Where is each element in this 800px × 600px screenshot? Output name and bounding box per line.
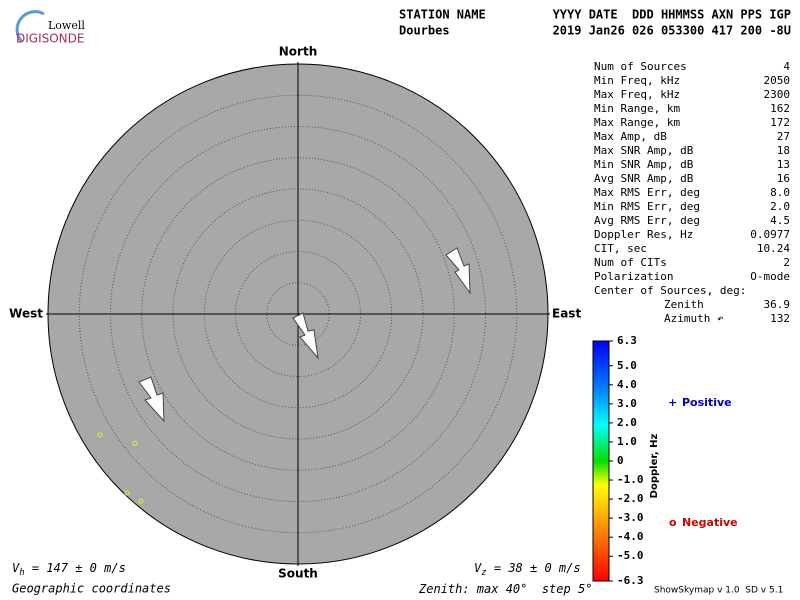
param-label: CIT, sec	[594, 242, 647, 255]
param-label: Polarization	[594, 270, 673, 283]
source-point	[97, 432, 103, 438]
version: ShowSkymap v 1.0 SD v 5.1	[654, 586, 783, 596]
colorbar	[592, 340, 610, 582]
label-west: West	[9, 307, 43, 321]
colorbar-tick-label: -5.0	[617, 549, 644, 562]
center-value: 132	[770, 312, 790, 325]
logo-bottom: DIGISONDE	[16, 32, 84, 46]
param-label: Max RMS Err, deg	[594, 186, 700, 199]
header-station: Dourbes	[399, 24, 450, 38]
param-label: Max Range, km	[594, 116, 680, 129]
param-label: Min SNR Amp, dB	[594, 158, 694, 171]
colorbar-tick-label: 3.0	[617, 397, 637, 410]
legend-negative-symbol: o	[669, 516, 677, 529]
param-value: 0.0977	[750, 228, 790, 241]
velocity-arrow	[292, 312, 319, 360]
velocity-arrow	[138, 376, 165, 423]
param-value: 4.5	[770, 214, 790, 227]
colorbar-tick-label: 0	[617, 454, 624, 467]
source-point	[132, 440, 138, 446]
param-label: Min Freq, kHz	[594, 74, 680, 87]
center-value: 36.9	[764, 298, 791, 311]
param-value: 2	[783, 256, 790, 269]
colorbar-tick-label: 6.3	[617, 334, 637, 347]
colorbar-tick-label: -2.0	[617, 492, 644, 505]
header-values: 2019 Jan26 026 053300 417 200 -8U	[553, 24, 791, 38]
param-value: O-mode	[750, 270, 790, 283]
colorbar-tick-label: 5.0	[617, 359, 637, 372]
param-value: 4	[783, 60, 790, 73]
legend-negative: Negative	[682, 516, 738, 529]
source-point	[138, 498, 144, 504]
label-south: South	[278, 567, 318, 581]
label-north: North	[279, 45, 317, 59]
param-value: 2050	[764, 74, 791, 87]
param-value: 27	[777, 130, 790, 143]
colorbar-tick-label: -3.0	[617, 511, 644, 524]
colorbar-tick-label: -6.3	[617, 574, 644, 587]
param-label: Center of Sources, deg:	[594, 284, 746, 297]
param-label: Min RMS Err, deg	[594, 200, 700, 213]
param-label: Max SNR Amp, dB	[594, 144, 694, 157]
param-label: Max Amp, dB	[594, 130, 667, 143]
header-fields: YYYY DATE DDD HHMMSS AXN PPS IGP	[553, 8, 791, 22]
source-point	[124, 490, 130, 496]
param-label: Doppler Res, Hz	[594, 228, 693, 241]
colorbar-tick-label: 1.0	[617, 435, 637, 448]
param-value: 10.24	[757, 242, 790, 255]
param-value: 2300	[764, 88, 791, 101]
colorbar-tick-label: -4.0	[617, 530, 644, 543]
colorbar-label: Doppler, Hz	[649, 434, 660, 499]
param-value: 172	[770, 116, 790, 129]
param-label: Min Range, km	[594, 102, 680, 115]
colorbar-tick-label: -1.0	[617, 473, 644, 486]
param-value: 18	[777, 144, 790, 157]
param-value: 162	[770, 102, 790, 115]
param-value: 2.0	[770, 200, 790, 213]
param-label: Avg SNR Amp, dB	[594, 172, 694, 185]
param-label: Avg RMS Err, deg	[594, 214, 700, 227]
param-value: 16	[777, 172, 790, 185]
logo-top: Lowell	[48, 19, 85, 32]
header-name: STATION NAME	[399, 8, 486, 22]
legend-positive: Positive	[682, 396, 732, 409]
label-east: East	[552, 307, 581, 321]
param-label: Max Freq, kHz	[594, 88, 680, 101]
param-label: Num of Sources	[594, 60, 687, 73]
param-value: 13	[777, 158, 790, 171]
param-value: 8.0	[770, 186, 790, 199]
param-label: Num of CITs	[594, 256, 667, 269]
center-label: Azimuth ↶	[664, 312, 724, 325]
logo-swoosh	[15, 10, 45, 44]
vz: Vz = 38 ± 0 m/s	[474, 561, 581, 578]
colorbar-tick-label: 2.0	[617, 416, 637, 429]
colorbar-tick-label: 4.0	[617, 378, 637, 391]
zenith-scale: Zenith: max 40° step 5°	[418, 582, 592, 596]
center-label: Zenith	[664, 298, 704, 311]
vh: Vh = 147 ± 0 m/s	[12, 561, 126, 578]
coords: Geographic coordinates	[12, 582, 171, 596]
velocity-arrow	[445, 247, 471, 295]
legend-positive-symbol: +	[668, 396, 677, 409]
